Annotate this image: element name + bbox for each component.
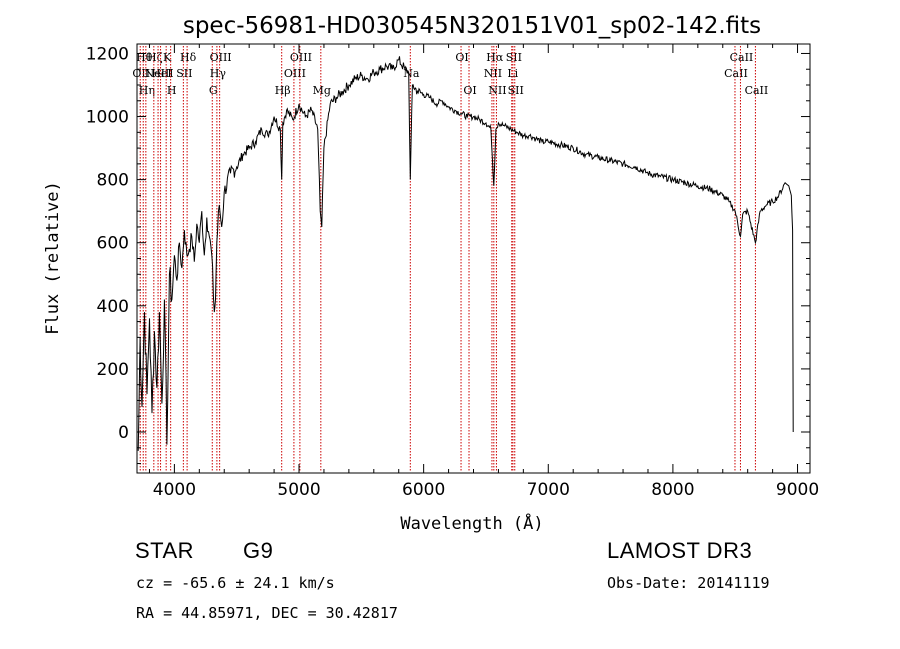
line-marker-label: Hγ xyxy=(210,67,227,80)
line-marker-label: H xyxy=(167,84,177,97)
obs-date: Obs-Date: 20141119 xyxy=(607,574,770,592)
x-tick-label: 6000 xyxy=(402,480,445,500)
x-tick-label: 7000 xyxy=(527,480,570,500)
spectral-line-markers: OIIHθHηHζNeIIIHeIKHSIIHδGHγOIIIHβOIIIOII… xyxy=(132,46,768,472)
axes: 4000 5000 6000 7000 8000 9000 0 200 400 600 800 100… xyxy=(86,44,819,500)
line-marker-label: OIII xyxy=(284,67,306,80)
line-marker-label: SII xyxy=(176,67,192,80)
x-tick-label: 9000 xyxy=(776,480,819,500)
x-tick-label: 5000 xyxy=(277,480,320,500)
x-tick-label: 4000 xyxy=(153,480,196,500)
line-marker-label: Na xyxy=(403,67,420,80)
line-marker-label: NII xyxy=(488,84,506,97)
line-marker-label: Hθ xyxy=(136,51,153,64)
line-marker-label: K xyxy=(163,51,172,64)
line-marker-label: CaII xyxy=(730,51,754,64)
y-tick-label: 1000 xyxy=(86,108,129,128)
y-tick-label: 400 xyxy=(97,297,129,317)
y-tick-label: 0 xyxy=(118,423,129,443)
y-tick-label: 1200 xyxy=(86,44,129,64)
line-marker-label: G xyxy=(209,84,218,97)
line-marker-label: Hβ xyxy=(275,84,291,97)
x-axis-label: Wavelength (Å) xyxy=(400,512,543,534)
y-axis-label: Flux (relative) xyxy=(43,181,63,335)
x-tick-label: 8000 xyxy=(651,480,694,500)
coordinates: RA = 44.85971, DEC = 30.42817 xyxy=(136,604,398,622)
y-tick-label: 600 xyxy=(97,234,129,254)
line-marker-label: SII xyxy=(508,84,524,97)
y-tick-label: 800 xyxy=(97,171,129,191)
line-marker-label: OIII xyxy=(210,51,232,64)
line-marker-label: OI xyxy=(463,84,476,97)
line-marker-label: CaII xyxy=(745,84,769,97)
line-marker-label: OIII xyxy=(290,51,312,64)
line-marker-label: Hδ xyxy=(180,51,197,64)
line-marker-label: Mg xyxy=(313,84,331,97)
survey-name: LAMOST DR3 xyxy=(607,538,753,563)
line-marker-label: CaII xyxy=(724,67,748,80)
line-marker-label: Hη xyxy=(139,84,155,97)
chart-title: spec-56981-HD030545N320151V01_sp02-142.f… xyxy=(183,13,761,39)
line-marker-label: HeI xyxy=(151,67,171,80)
line-marker-label: SII xyxy=(506,51,522,64)
line-marker-label: NII xyxy=(484,67,502,80)
plot-frame xyxy=(136,43,811,474)
redshift-readout: cz = -65.6 ± 24.1 km/s xyxy=(136,574,335,592)
line-marker-label: Hζ xyxy=(147,51,163,64)
line-marker-label: OI xyxy=(455,51,468,64)
object-class: STAR xyxy=(135,538,195,563)
y-tick-label: 200 xyxy=(97,360,129,380)
line-marker-label: Hα xyxy=(486,51,504,64)
flux-series-line xyxy=(137,56,794,451)
subclass: G9 xyxy=(243,538,274,563)
